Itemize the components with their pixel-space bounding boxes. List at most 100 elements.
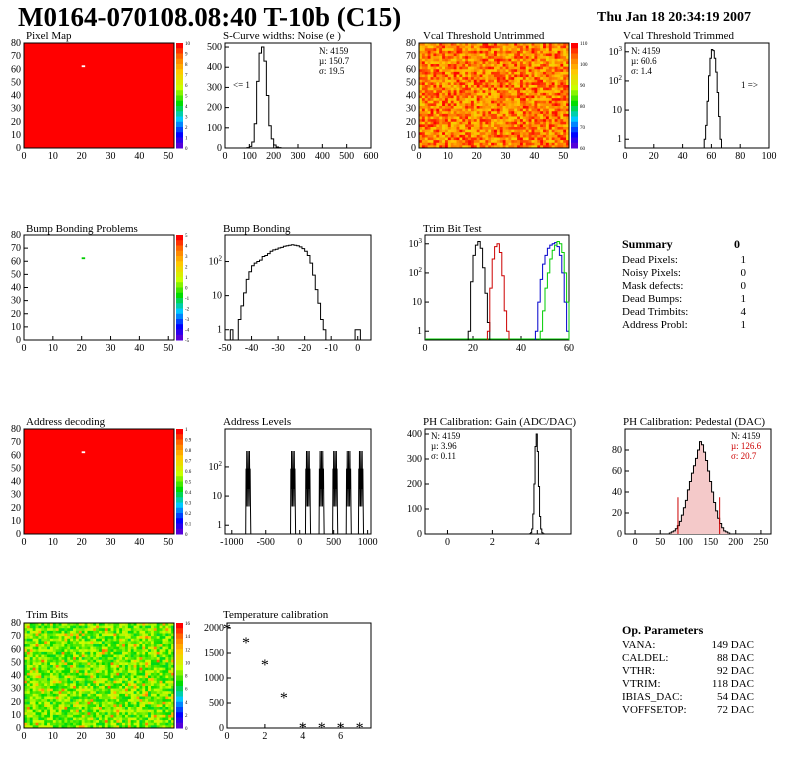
- heatmap-cell: [488, 82, 492, 86]
- run-date: Thu Jan 18 20:34:19 2007: [597, 10, 752, 25]
- heatmap-cell: [519, 71, 524, 75]
- heatmap-cell: [511, 121, 515, 125]
- heatmap-cell: [560, 106, 564, 109]
- heatmap-cell: [465, 134, 469, 138]
- heatmap-cell: [113, 678, 117, 682]
- heatmap-cell: [494, 90, 498, 94]
- heatmap-cell: [75, 691, 80, 695]
- heatmap-cell: [563, 100, 567, 104]
- heatmap-cell: [482, 98, 486, 102]
- heatmap-cell: [450, 119, 454, 123]
- heatmap-cell: [32, 720, 36, 724]
- heatmap-cell: [531, 53, 535, 57]
- heatmap-cell: [47, 665, 51, 668]
- y-tick-label: 60: [11, 644, 21, 655]
- heatmap-cell: [462, 58, 466, 62]
- heatmap-cell: [133, 680, 137, 684]
- heatmap-cell: [436, 53, 440, 57]
- heatmap-cell: [81, 644, 85, 647]
- heatmap-cell: [90, 662, 94, 666]
- heatmap-cell: [563, 113, 567, 117]
- heatmap-cell: [496, 121, 501, 125]
- heatmap-cell: [110, 646, 114, 650]
- heatmap-cell: [150, 633, 155, 637]
- heatmap-cell: [41, 657, 45, 661]
- heatmap-cell: [162, 725, 166, 729]
- heatmap-cell: [67, 670, 71, 674]
- heatmap-cell: [479, 137, 483, 141]
- heatmap-cell: [557, 95, 561, 99]
- heatmap-cell: [476, 74, 480, 78]
- heatmap-cell: [116, 707, 120, 710]
- heatmap-cell: [537, 92, 541, 96]
- heatmap-cell: [87, 665, 91, 668]
- x-tick-label: 10: [48, 343, 58, 354]
- heatmap-cell: [107, 623, 111, 626]
- heatmap-cell: [488, 50, 492, 54]
- heatmap-cell: [462, 134, 466, 138]
- heatmap-cell: [421, 95, 426, 99]
- heatmap-cell: [447, 69, 452, 73]
- heatmap-cell: [447, 82, 452, 86]
- heatmap-cell: [519, 64, 524, 67]
- heatmap-cell: [447, 64, 452, 67]
- heatmap-cell: [439, 69, 443, 73]
- heatmap-cell: [517, 124, 521, 128]
- heatmap-cell: [505, 82, 509, 86]
- heatmap-cell: [73, 722, 77, 726]
- heatmap-cell: [148, 662, 152, 666]
- heatmap-cell: [64, 675, 68, 679]
- heatmap-cell: [110, 644, 114, 647]
- heatmap-cell: [35, 657, 39, 661]
- heatmap-cell: [502, 137, 506, 141]
- heatmap-cell: [543, 74, 547, 78]
- heatmap-cell: [419, 145, 423, 149]
- heatmap-cell: [104, 654, 108, 658]
- heatmap-cell: [136, 712, 140, 716]
- heatmap-cell: [55, 641, 59, 645]
- heatmap-cell: [517, 140, 521, 144]
- heatmap-cell: [502, 48, 506, 52]
- heatmap-cell: [145, 630, 149, 634]
- heatmap-cell: [122, 662, 126, 666]
- heatmap-cell: [44, 651, 48, 655]
- heatmap-cell: [525, 90, 529, 94]
- heatmap-cell: [148, 630, 152, 634]
- heatmap-cell: [436, 85, 440, 88]
- heatmap-cell: [153, 722, 157, 726]
- heatmap-cell: [61, 667, 65, 671]
- heatmap-cell: [104, 625, 108, 629]
- x-tick-label: 300: [291, 151, 306, 162]
- heatmap-cell: [139, 659, 143, 663]
- heatmap-cell: [159, 670, 163, 674]
- heatmap-cell: [81, 714, 85, 718]
- x-tick-label: 50: [163, 731, 173, 742]
- heatmap-cell: [87, 678, 91, 682]
- underflow-label: <= 1: [233, 80, 250, 90]
- heatmap-cell: [540, 142, 544, 146]
- heatmap-cell: [171, 709, 175, 713]
- heatmap-cell: [433, 85, 437, 88]
- heatmap-cell: [156, 678, 160, 682]
- heatmap-cell: [465, 116, 469, 120]
- heatmap-cell: [119, 641, 123, 645]
- heatmap-cell: [430, 61, 434, 65]
- heatmap-cell: [32, 672, 36, 676]
- heatmap-cell: [26, 680, 31, 684]
- heatmap-cell: [517, 50, 521, 54]
- heatmap-cell: [24, 649, 28, 653]
- heatmap-cell: [511, 108, 515, 112]
- heatmap-cell: [462, 87, 466, 91]
- heatmap-cell: [87, 662, 91, 666]
- heatmap-cell: [73, 688, 77, 692]
- heatmap-cell: [545, 64, 550, 67]
- heatmap-cell: [488, 71, 492, 75]
- heatmap-cell: [104, 691, 108, 695]
- heatmap-cell: [537, 69, 541, 73]
- heatmap-cell: [488, 87, 492, 91]
- heatmap-cell: [482, 106, 486, 109]
- heatmap-cell: [545, 100, 550, 104]
- heatmap-cell: [61, 696, 65, 700]
- heatmap-cell: [494, 53, 498, 57]
- heatmap-cell: [107, 665, 111, 668]
